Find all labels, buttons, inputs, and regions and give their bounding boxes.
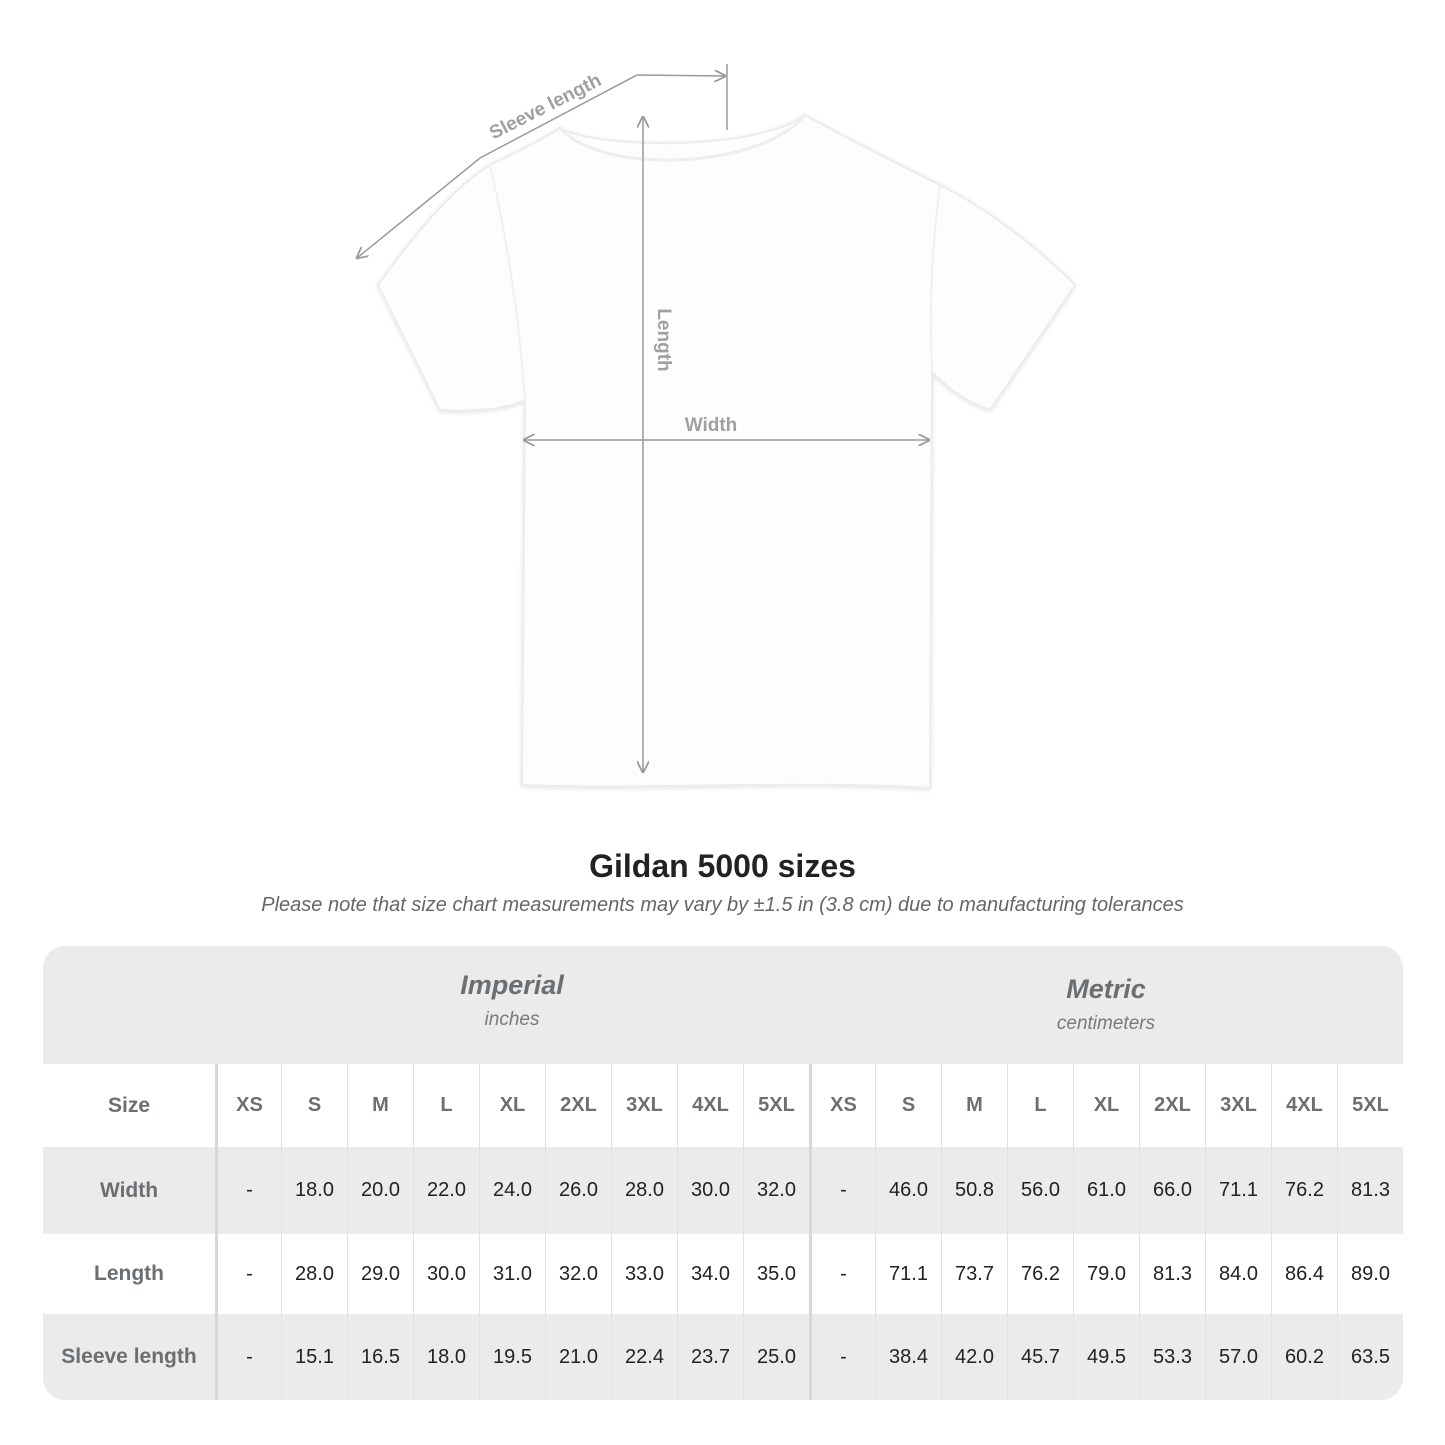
size-metric-2xl: 2XL — [1139, 1064, 1205, 1147]
size-metric-5xl: 5XL — [1337, 1064, 1403, 1147]
metric-value: 79.0 — [1073, 1234, 1139, 1314]
metric-value: 71.1 — [875, 1234, 941, 1314]
tshirt-shape — [376, 113, 1077, 790]
imperial-value: 18.0 — [413, 1314, 479, 1400]
size-imperial-5xl: 5XL — [743, 1064, 809, 1147]
imperial-value: 32.0 — [743, 1147, 809, 1234]
sleeve-measure-line — [357, 74, 638, 258]
size-imperial-m: M — [347, 1064, 413, 1147]
imperial-value: 30.0 — [677, 1147, 743, 1234]
tolerance-note: Please note that size chart measurements… — [261, 894, 1184, 916]
metric-value: 42.0 — [941, 1314, 1007, 1400]
imperial-value: 26.0 — [545, 1147, 611, 1234]
size-metric-4xl: 4XL — [1271, 1064, 1337, 1147]
metric-value: 63.5 — [1337, 1314, 1403, 1400]
size-imperial-l: L — [413, 1064, 479, 1147]
metric-value: 53.3 — [1139, 1314, 1205, 1400]
size-imperial-2xl: 2XL — [545, 1064, 611, 1147]
metric-value: - — [809, 1314, 875, 1400]
size-imperial-3xl: 3XL — [611, 1064, 677, 1147]
row-label: Length — [94, 1262, 164, 1285]
metric-value: 81.3 — [1139, 1234, 1205, 1314]
size-imperial-s: S — [281, 1064, 347, 1147]
metric-value: - — [809, 1147, 875, 1234]
imperial-value: 32.0 — [545, 1234, 611, 1314]
size-table: Imperial inches Metric centimeters Size X… — [43, 946, 1403, 1400]
table-row: Length -28.0 29.0 30.0 31.0 32.0 33.0 34.0 35.0-… — [43, 1234, 1403, 1314]
metric-value: 46.0 — [875, 1147, 941, 1234]
size-metric-3xl: 3XL — [1205, 1064, 1271, 1147]
metric-value: 76.2 — [1271, 1147, 1337, 1234]
imperial-value: 20.0 — [347, 1147, 413, 1234]
imperial-value: 28.0 — [611, 1147, 677, 1234]
imperial-value: - — [215, 1234, 281, 1314]
metric-value: 73.7 — [941, 1234, 1007, 1314]
size-imperial-xs: XS — [215, 1064, 281, 1147]
imperial-value: 15.1 — [281, 1314, 347, 1400]
metric-value: 66.0 — [1139, 1147, 1205, 1234]
imperial-value: 16.5 — [347, 1314, 413, 1400]
imperial-value: 35.0 — [743, 1234, 809, 1314]
imperial-value: 23.7 — [677, 1314, 743, 1400]
size-header-row: Size XS S M L XL 2XL 3XL 4XL 5XL XS S M L XL 2XL 3XL 4XL 5… — [43, 1064, 1403, 1147]
size-imperial-xl: XL — [479, 1064, 545, 1147]
sleeve-label: Sleeve length — [486, 70, 605, 144]
imperial-value: 34.0 — [677, 1234, 743, 1314]
imperial-value: - — [215, 1314, 281, 1400]
metric-value: 56.0 — [1007, 1147, 1073, 1234]
imperial-value: 33.0 — [611, 1234, 677, 1314]
width-label: Width — [685, 415, 738, 436]
metric-value: 71.1 — [1205, 1147, 1271, 1234]
metric-value: 76.2 — [1007, 1234, 1073, 1314]
imperial-value: 18.0 — [281, 1147, 347, 1234]
metric-header: Metric centimeters — [1056, 974, 1156, 1034]
metric-value: 38.4 — [875, 1314, 941, 1400]
imperial-value: 28.0 — [281, 1234, 347, 1314]
size-metric-xs: XS — [809, 1064, 875, 1147]
tshirt-diagram: Sleeve length Length Width — [0, 64, 1077, 790]
imperial-value: - — [215, 1147, 281, 1234]
metric-value: 60.2 — [1271, 1314, 1337, 1400]
size-imperial-4xl: 4XL — [677, 1064, 743, 1147]
metric-value: 45.7 — [1007, 1314, 1073, 1400]
imperial-value: 24.0 — [479, 1147, 545, 1234]
metric-value: 86.4 — [1271, 1234, 1337, 1314]
imperial-value: 21.0 — [545, 1314, 611, 1400]
row-label: Sleeve length — [61, 1345, 197, 1368]
imperial-value: 19.5 — [479, 1314, 545, 1400]
imperial-value: 29.0 — [347, 1234, 413, 1314]
imperial-value: 22.4 — [611, 1314, 677, 1400]
size-metric-s: S — [875, 1064, 941, 1147]
size-header: Size — [107, 1093, 151, 1117]
size-metric-m: M — [941, 1064, 1007, 1147]
table-row: Width -18.0 20.0 22.0 24.0 26.0 28.0 30.0 32.0-4… — [43, 1147, 1403, 1234]
row-label: Width — [99, 1178, 159, 1202]
metric-value: 61.0 — [1073, 1147, 1139, 1234]
metric-value: 49.5 — [1073, 1314, 1139, 1400]
size-metric-xl: XL — [1073, 1064, 1139, 1147]
page-title: Gildan 5000 sizes — [589, 848, 856, 884]
imperial-value: 31.0 — [479, 1234, 545, 1314]
size-metric-l: L — [1007, 1064, 1073, 1147]
length-label: Length — [653, 308, 674, 371]
table-row: Sleeve length -15.1 16.5 18.0 19.5 21.0 22.4 23… — [43, 1314, 1403, 1400]
metric-value: 84.0 — [1205, 1234, 1271, 1314]
metric-value: - — [809, 1234, 875, 1314]
metric-value: 50.8 — [941, 1147, 1007, 1234]
imperial-value: 30.0 — [413, 1234, 479, 1314]
metric-value: 89.0 — [1337, 1234, 1403, 1314]
imperial-header: Imperial inches — [460, 970, 564, 1030]
metric-value: 57.0 — [1205, 1314, 1271, 1400]
imperial-value: 22.0 — [413, 1147, 479, 1234]
imperial-value: 25.0 — [743, 1314, 809, 1400]
metric-value: 81.3 — [1337, 1147, 1403, 1234]
